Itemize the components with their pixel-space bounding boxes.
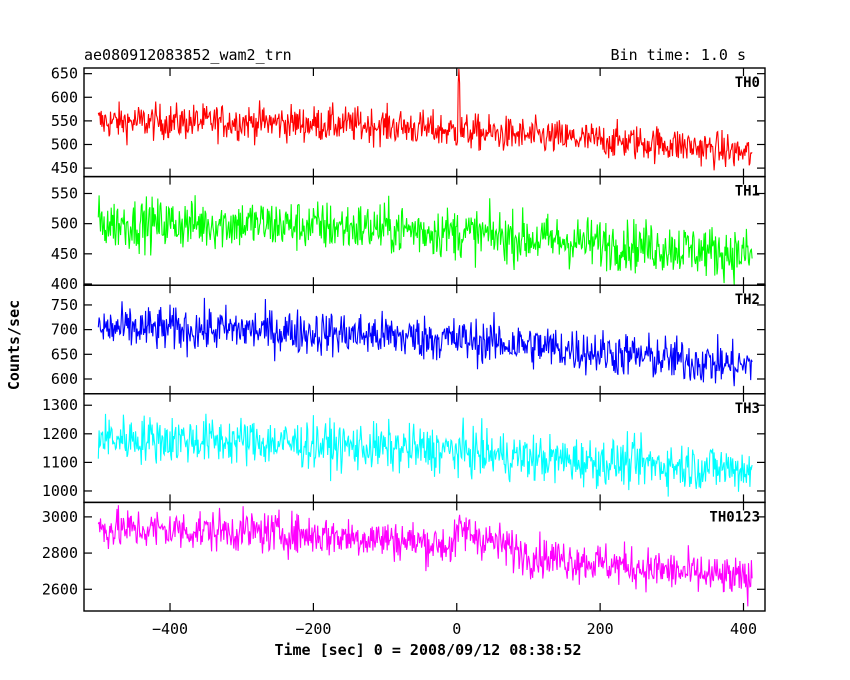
y-tick-label: 3000 [42,508,78,526]
series-line-th3 [97,413,753,497]
panel-label-th0123: TH0123 [709,509,760,525]
panel-th2: 600 650 700 750 TH2 [51,284,766,395]
y-tick-label: 500 [51,135,78,153]
y-axis-title: Counts/sec [5,300,23,390]
series-line-th0123 [97,505,753,607]
x-axis: −400 −200 0 200 400 [152,620,757,638]
y-tick-label: 2800 [42,544,78,562]
x-tick-label: 400 [730,620,757,638]
panel-th0123: 2600 2800 3000 TH0123 [42,501,766,612]
panels: 450 500 550 600 650 TH0 400 450 500 550 TH1 600 650 7… [42,65,766,612]
y-tick-label: 400 [51,275,78,293]
panel-label-th0: TH0 [735,75,760,91]
y-tick-label: 450 [51,245,78,263]
panel-label-th2: TH2 [735,292,760,308]
y-tick-label: 550 [51,112,78,130]
y-tick-label: 650 [51,345,78,363]
y-tick-label: 500 [51,215,78,233]
x-tick-label: 200 [587,620,614,638]
y-tick-label: 1100 [42,453,78,471]
panel-frame [83,501,766,612]
chart-title: ae080912083852_wam2_trn [84,46,292,64]
panel-th3: 1000 1100 1200 1300 TH3 [42,393,766,504]
y-tick-label: 1000 [42,482,78,500]
panel-label-th3: TH3 [735,401,760,417]
y-tick-label: 750 [51,296,78,314]
x-axis-title: Time [sec] 0 = 2008/09/12 08:38:52 [274,641,581,659]
panel-th1: 400 450 500 550 TH1 [51,175,766,293]
y-tick-label: 1300 [42,396,78,414]
series-line-th1 [97,195,753,285]
y-tick-label: 600 [51,88,78,106]
series-line-th2 [97,297,753,387]
y-tick-label: 550 [51,184,78,202]
x-tick-label: −400 [152,620,188,638]
bin-time-label: Bin time: 1.0 s [611,46,746,64]
y-tick-label: 2600 [42,580,78,598]
panel-th0: 450 500 550 600 650 TH0 [51,65,766,178]
series-line-th0 [97,68,753,171]
x-tick-label: −200 [295,620,331,638]
x-tick-label: 0 [452,620,461,638]
panel-label-th1: TH1 [735,184,760,200]
y-tick-label: 650 [51,65,78,83]
y-tick-label: 600 [51,370,78,388]
y-tick-label: 450 [51,159,78,177]
y-tick-label: 700 [51,321,78,339]
y-tick-label: 1200 [42,425,78,443]
